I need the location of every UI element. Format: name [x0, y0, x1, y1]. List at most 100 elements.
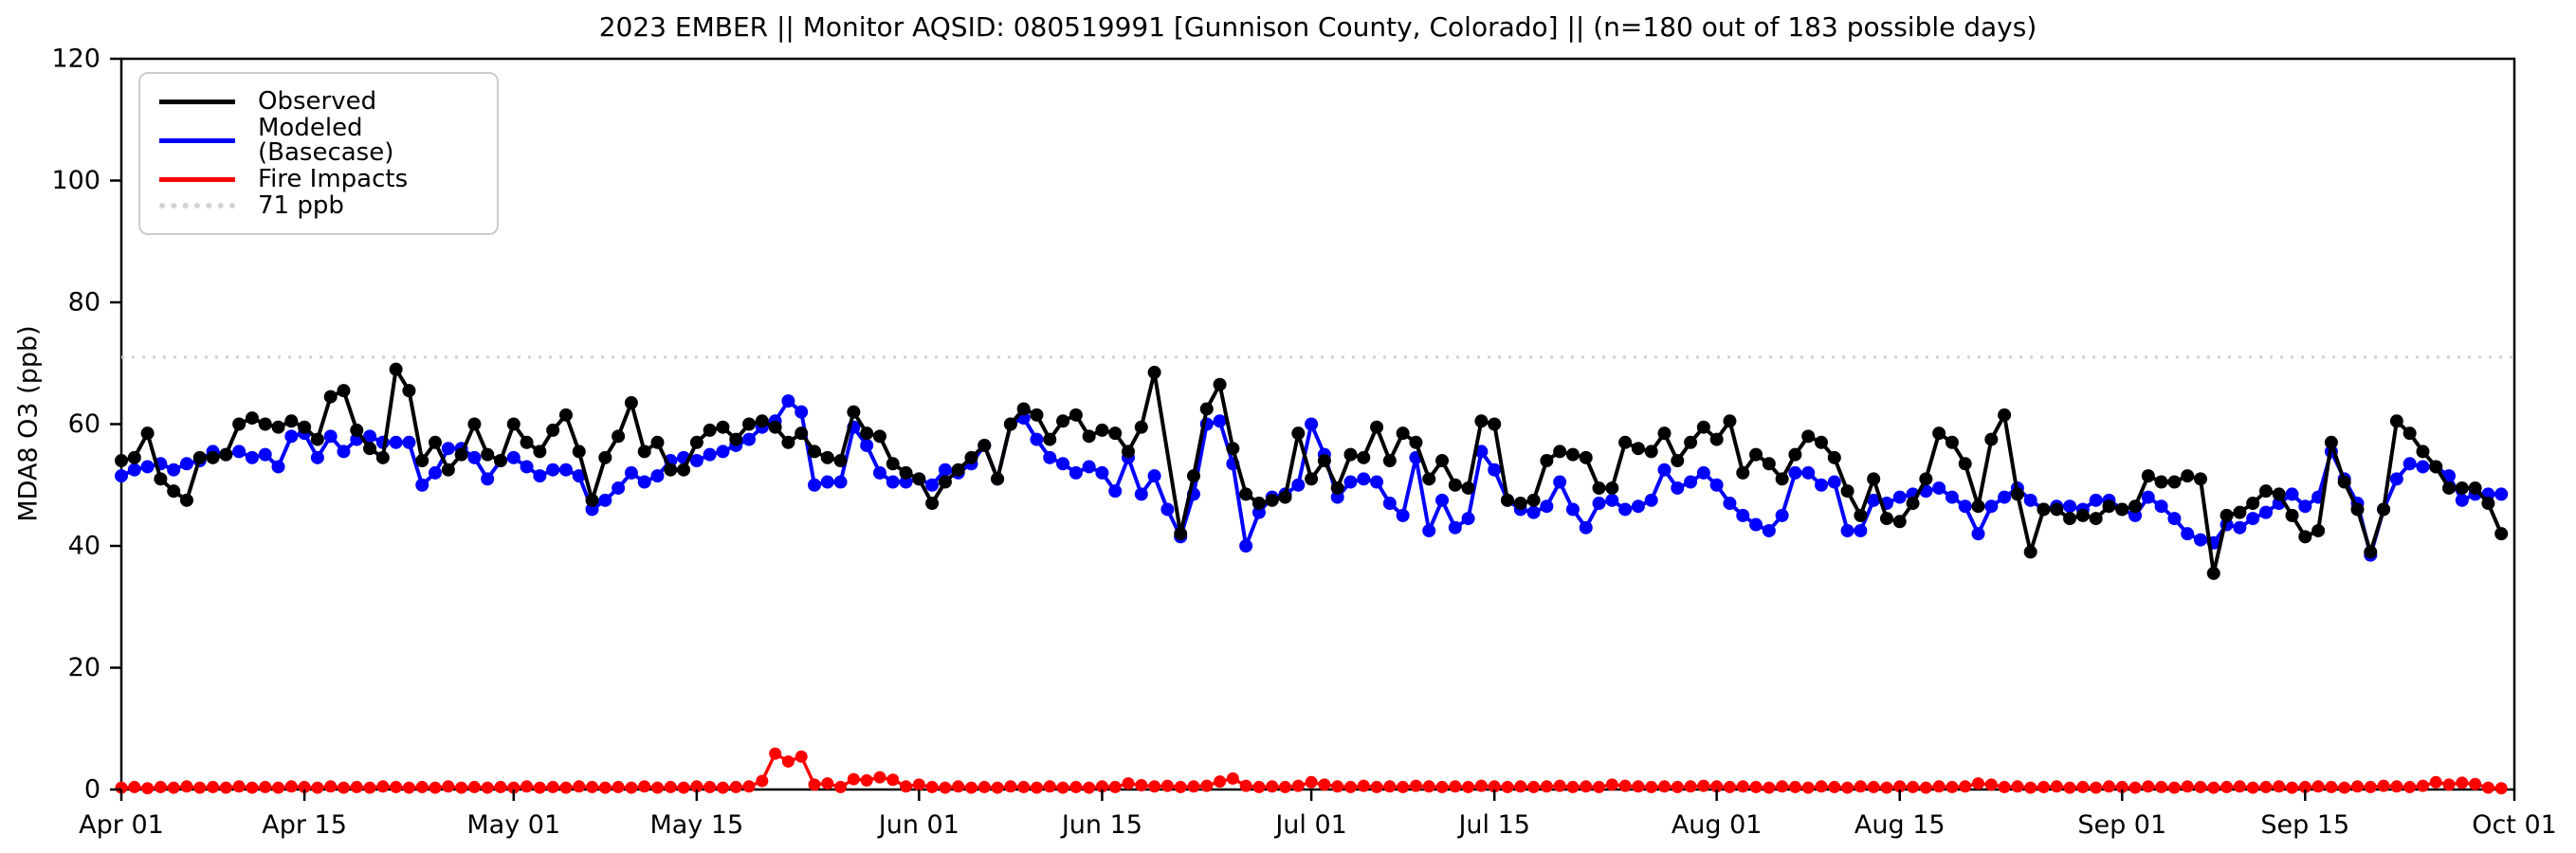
data-point [271, 420, 285, 434]
data-point [1828, 780, 1841, 793]
data-point [2023, 545, 2037, 559]
data-point [1723, 497, 1737, 511]
data-point [429, 781, 442, 794]
data-point [1684, 780, 1697, 793]
data-point [585, 493, 599, 507]
data-point [833, 454, 848, 468]
y-tick-label: 20 [68, 653, 100, 682]
data-point [1854, 523, 1868, 537]
data-point [1409, 779, 1422, 792]
data-point [1397, 780, 1410, 793]
data-point [1291, 426, 1306, 441]
data-point [1382, 454, 1397, 468]
data-point [938, 463, 952, 477]
data-point [402, 781, 415, 794]
data-point [573, 780, 586, 793]
data-point [1474, 414, 1489, 428]
data-point [1801, 429, 1816, 444]
data-point [1500, 493, 1514, 507]
data-point [925, 780, 939, 793]
data-point [873, 771, 886, 784]
data-point [1723, 414, 1737, 428]
data-point [259, 780, 272, 793]
data-point [1199, 402, 1214, 416]
data-point [520, 435, 534, 449]
data-point [1148, 780, 1161, 793]
data-point [1291, 779, 1305, 792]
data-point [2141, 490, 2155, 504]
data-point [1644, 445, 1658, 459]
x-tick-label: Jul 15 [1456, 810, 1530, 840]
data-point [324, 780, 338, 793]
data-point [1357, 450, 1371, 464]
data-point [1762, 457, 1776, 471]
data-point [2010, 487, 2024, 501]
data-point [1435, 493, 1450, 507]
data-point [1265, 493, 1279, 507]
legend: Observed Modeled (Basecase) Fire Impacts 71… [138, 72, 499, 235]
data-point [192, 450, 207, 464]
data-point [2389, 414, 2403, 428]
x-tick-label: Aug 01 [1672, 810, 1763, 840]
data-point [939, 781, 952, 794]
data-point [467, 450, 482, 464]
data-point [245, 411, 259, 426]
data-point [1553, 475, 1567, 489]
data-point [677, 463, 691, 477]
data-point [925, 478, 940, 492]
data-point [1671, 481, 1685, 495]
data-point [1422, 472, 1436, 486]
data-point [2273, 780, 2286, 793]
data-point [1030, 432, 1044, 446]
data-point [1239, 779, 1252, 792]
data-point [2167, 475, 2182, 489]
data-point [1565, 447, 1580, 462]
data-point [481, 447, 495, 462]
data-point [1540, 780, 1553, 793]
data-point [808, 778, 821, 791]
data-point [154, 780, 167, 793]
data-point [1605, 493, 1619, 507]
data-point [1762, 523, 1776, 537]
data-point [1160, 779, 1174, 792]
data-point [2311, 780, 2325, 793]
data-point [1370, 475, 1384, 489]
legend-label: 71 ppb [258, 191, 344, 220]
data-point [1069, 465, 1083, 480]
data-point [1226, 771, 1239, 785]
data-point [375, 450, 390, 464]
data-point [1749, 780, 1763, 793]
data-point [533, 469, 547, 483]
y-tick-label: 0 [84, 775, 100, 805]
data-point [1631, 499, 1645, 514]
data-point [1958, 499, 1972, 514]
x-tick-label: Jun 01 [877, 810, 959, 840]
data-point [2350, 502, 2365, 517]
data-point [1461, 512, 1475, 526]
data-point [506, 450, 521, 464]
y-tick-label: 60 [68, 409, 100, 439]
x-tick-label: Apr 15 [262, 810, 347, 840]
data-point [872, 429, 886, 444]
x-tick-label: Sep 15 [2260, 810, 2349, 840]
data-point [1317, 454, 1331, 468]
data-point [821, 777, 834, 790]
x-tick-label: May 01 [466, 810, 560, 840]
data-point [2259, 780, 2273, 793]
data-point [977, 780, 991, 793]
data-point [650, 469, 665, 483]
data-point [1945, 435, 1959, 449]
data-point [481, 781, 494, 794]
data-point [1252, 780, 1266, 793]
data-point [1291, 478, 1306, 492]
data-point [2233, 520, 2247, 535]
data-point [2193, 472, 2207, 486]
data-point [206, 450, 220, 464]
data-point [533, 781, 546, 794]
data-point [1644, 493, 1658, 507]
data-point [441, 463, 455, 477]
data-point [1697, 779, 1710, 792]
data-point [1030, 408, 1044, 422]
data-point [781, 435, 795, 449]
